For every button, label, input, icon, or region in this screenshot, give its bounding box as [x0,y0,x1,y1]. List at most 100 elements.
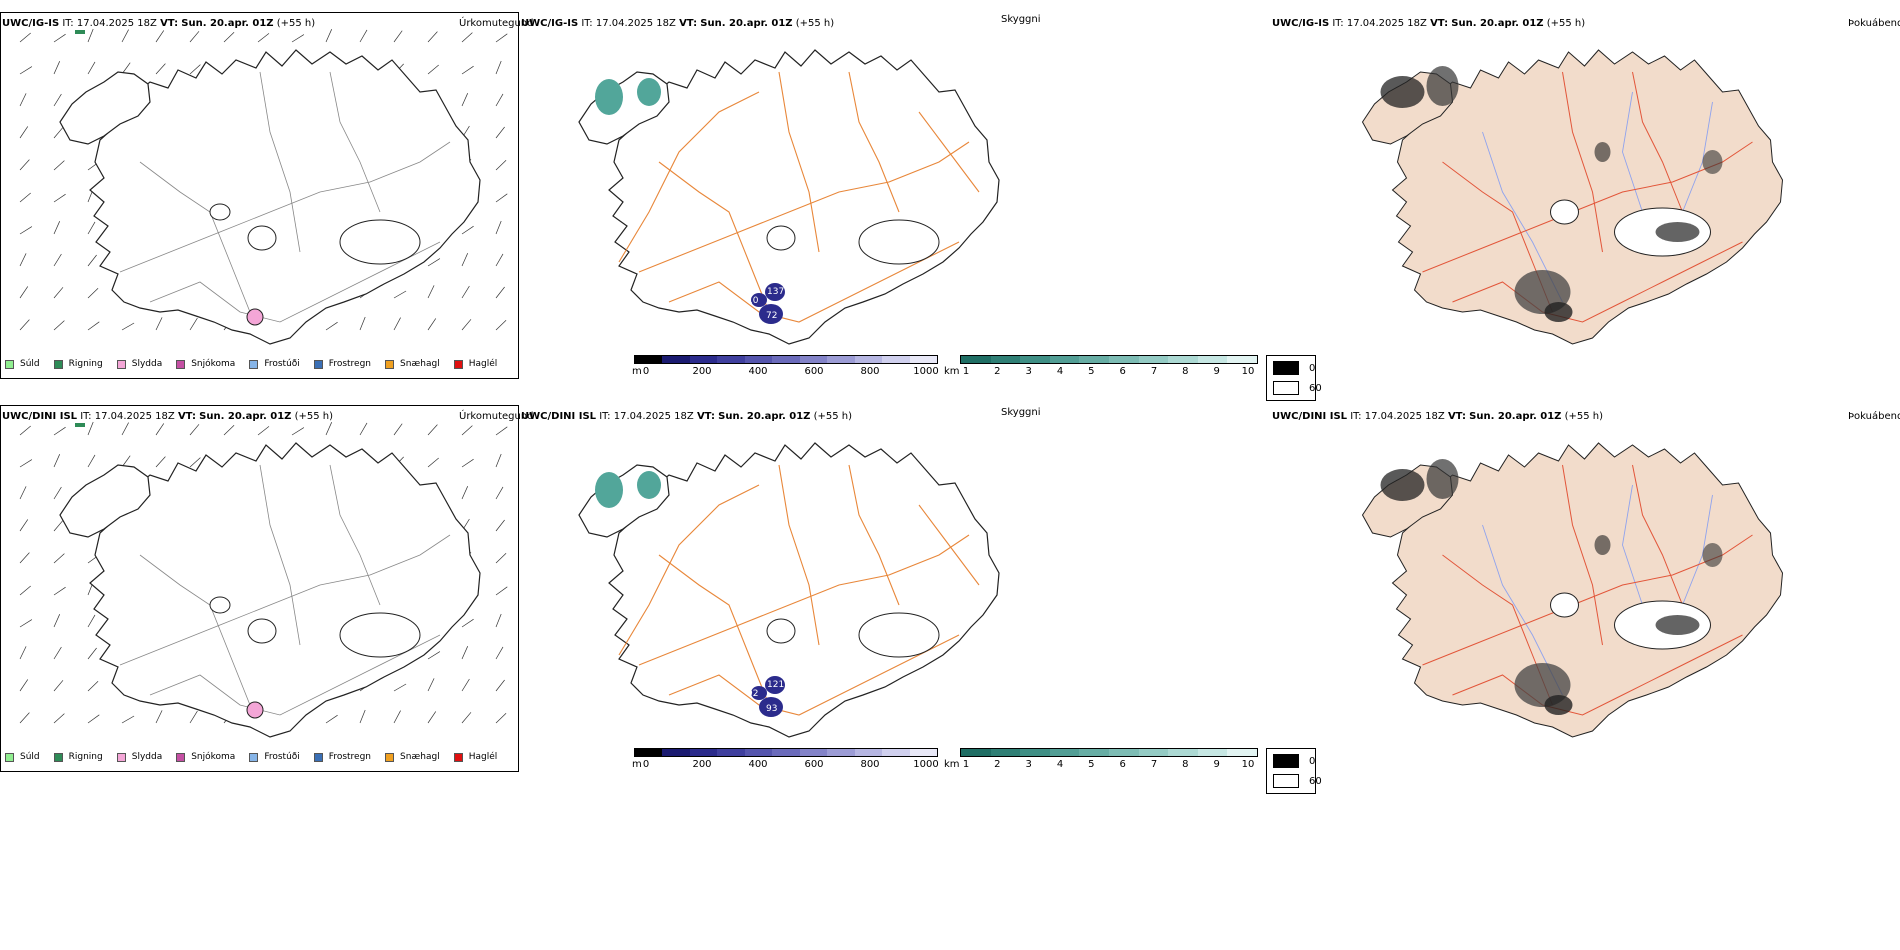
vt-value: Sun. 20.apr. 01Z [1451,18,1544,29]
it-label: IT: [1350,411,1362,422]
visibility-tick-label: 1 [962,759,970,770]
visibility-tick-label: 6 [1119,759,1126,770]
fog-legend-label: 60 [1309,382,1322,394]
legend-item: Snæhagl [385,359,440,369]
legend-item: Slydda [116,752,163,762]
fog-legend-item: 60 [1273,774,1322,788]
precip-legend: Súld Rigning Slydda Snjókoma Frostúði Frostre… [5,353,497,375]
ceiling-tick-label: 600 [804,759,824,770]
ceiling-tick-label: 1000 [913,366,939,377]
model-name: UWC/DINI ISL [2,411,78,422]
precip-map [19,421,508,738]
visibility-tick-label: 5 [1088,759,1095,770]
lead-time: (+55 h) [1546,18,1586,29]
legend-swatch [313,359,323,369]
legend-item: Frostúði [249,359,300,369]
visibility-tick-label: 7 [1150,759,1158,770]
ceiling-tick-label: 800 [860,759,880,770]
ceiling-tick-label: 400 [748,366,768,377]
vis-value-label: 72 [766,311,777,321]
legend-swatch [176,752,186,762]
vt-value: Sun. 20.apr. 01Z [199,411,292,422]
fog-map [1362,49,1783,345]
ceiling-tick-label: 600 [804,366,824,377]
legend-item: Rigning [53,752,103,762]
visibility-tick-label: 9 [1213,759,1220,770]
it-value: 17.04.2025 18Z [76,18,157,29]
legend-swatch [176,359,186,369]
fog-legend-label: 0 [1309,755,1316,767]
fog-shading [1380,459,1723,715]
legend-item: Haglél [453,359,497,369]
it-label: IT: [599,411,611,422]
legend-item: Snjókoma [176,752,235,762]
lead-time: (+55 h) [276,18,316,29]
fog-legend-label: 0 [1309,362,1316,374]
ceiling-colorbar: m 0 200 400 600 800 1000 [632,355,939,381]
lead-time: (+55 h) [813,411,853,422]
precip-panel-header: UWC/IG-IS IT: 17.04.2025 18Z VT: Sun. 20… [2,18,315,30]
legend-swatch [5,752,14,762]
visibility-tick-label: 8 [1182,366,1189,377]
it-value: 17.04.2025 18Z [1346,18,1427,29]
ceiling-tick-label: 0 [642,759,650,770]
precip-panel-title: Úrkomutegund [459,18,534,29]
precip-panel-title: Úrkomutegund [459,411,534,422]
legend-item: Haglél [453,752,497,762]
legend-label: Slydda [131,359,163,369]
vis-value-labels: 92 121 93 [747,680,784,714]
vt-label: VT: [679,18,698,29]
fog-legend-item: 0 [1273,361,1315,375]
legend-item: Súld [5,359,40,369]
vis-panel-header: UWC/IG-IS IT: 17.04.2025 18Z VT: Sun. 20… [521,18,834,30]
vt-value: Sun. 20.apr. 01Z [700,18,793,29]
visibility-tick-label: 6 [1119,366,1126,377]
legend-label: Frostregn [328,359,372,369]
vis-panel-header: UWC/DINI ISL IT: 17.04.2025 18Z VT: Sun.… [521,411,852,423]
low-visibility-areas [595,471,661,508]
fog-legend-swatch [1273,361,1299,375]
roads-orange [618,464,980,716]
fog-legend: 0 60 [1266,748,1322,794]
it-label: IT: [1332,18,1344,29]
legend-swatch [385,359,395,369]
legend-swatch [313,752,323,762]
legend-label: Snæhagl [400,359,440,369]
precip-panel-frame [0,12,519,379]
visibility-tick-label: 1 [962,366,970,377]
visibility-tick-label: 5 [1088,366,1095,377]
legend-label: Slydda [131,752,163,762]
vis-value-label: 10 [747,296,759,306]
legend-swatch [453,359,463,369]
rain-patch [75,423,85,427]
visibility-tick-label: 3 [1025,759,1032,770]
visibility-tick-label: 2 [994,366,1001,377]
precip-legend: Súld Rigning Slydda Snjókoma Frostúði Frostre… [5,746,497,768]
visibility-map: 92 121 93 [578,442,1000,738]
cloud-panel-title: Þokuábendi [1848,18,1900,29]
legend-swatch [5,359,14,369]
visibility-map: 10 137 72 [578,49,1000,345]
legend-label: Rigning [68,359,103,369]
model-name: UWC/IG-IS [1272,18,1330,29]
ceiling-tick-label: 1000 [913,759,939,770]
cloud-panel-title: Þokuábendi [1848,411,1900,422]
legend-swatch [116,752,126,762]
ceiling-tick-label: 0 [642,366,650,377]
lead-time: (+55 h) [1564,411,1604,422]
legend-swatch [249,752,259,762]
vt-label: VT: [160,18,179,29]
visibility-tick-label: 7 [1150,366,1158,377]
it-label: IT: [80,411,92,422]
precip-map [19,28,508,345]
model-name: UWC/DINI ISL [1272,411,1348,422]
visibility-tick-label: 10 [1241,366,1255,377]
precip-panel-frame [0,405,519,772]
visibility-tick-label: 8 [1182,759,1189,770]
it-label: IT: [581,18,593,29]
legend-item: Frostregn [313,359,372,369]
vt-value: Sun. 20.apr. 01Z [181,18,274,29]
visibility-unit: km [944,366,960,377]
legend-swatch [53,359,63,369]
ceiling-unit: m [632,759,642,770]
